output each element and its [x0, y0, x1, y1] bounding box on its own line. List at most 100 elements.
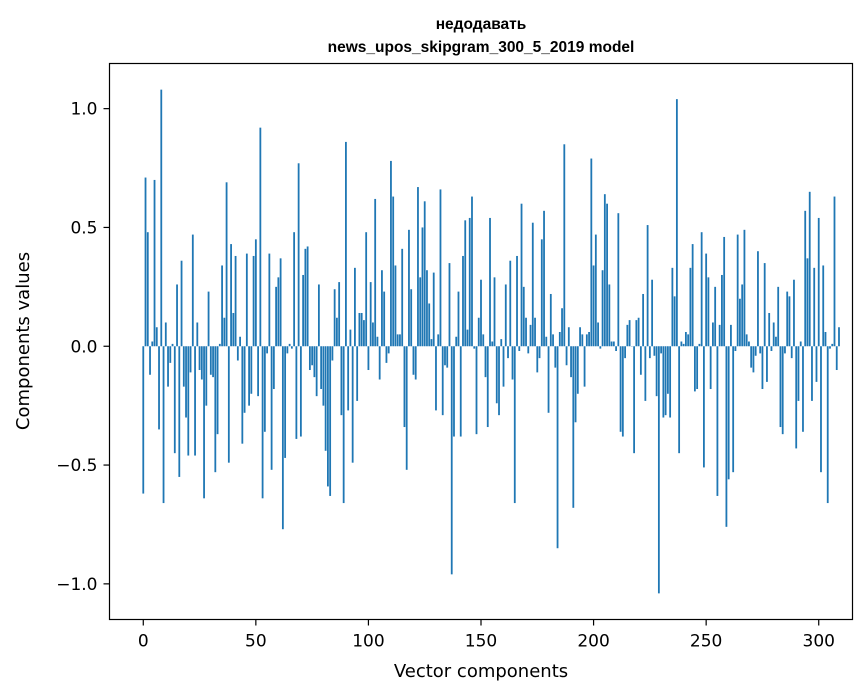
bar-component-211	[617, 213, 620, 347]
bar-component-220	[637, 317, 640, 347]
y-axis-ticks: −1.0 −0.5 0.0 0.5 1.0	[56, 100, 110, 595]
bar-component-268	[745, 334, 748, 347]
bar-component-250	[705, 253, 708, 347]
bar-component-294	[804, 210, 807, 347]
bar-component-173	[531, 222, 534, 347]
bar-component-291	[797, 346, 800, 401]
bar-component-116	[403, 346, 406, 428]
bar-component-261	[730, 324, 732, 347]
y-tick-label: −0.5	[56, 456, 97, 476]
x-tick-label: 250	[690, 632, 722, 652]
bar-component-133	[441, 346, 444, 416]
bar-component-128	[430, 339, 433, 347]
bar-component-88	[340, 346, 343, 416]
bar-component-60	[277, 277, 280, 347]
bar-component-189	[567, 327, 570, 347]
bar-component-114	[399, 334, 401, 347]
bar-component-290	[795, 346, 798, 449]
y-axis-label: Components values	[13, 252, 34, 430]
bar-component-48	[250, 346, 253, 394]
bar-component-144	[466, 329, 469, 347]
bar-component-37	[225, 182, 228, 347]
x-tick-label: 100	[352, 632, 384, 652]
bar-component-243	[689, 267, 692, 347]
bar-component-213	[621, 346, 624, 437]
bar-component-16	[178, 346, 181, 477]
bar-component-136	[448, 263, 451, 347]
bar-component-223	[644, 346, 647, 401]
bar-component-266	[741, 284, 744, 347]
bar-component-89	[342, 346, 345, 504]
bar-component-46	[245, 253, 248, 347]
bar-component-100	[367, 346, 370, 371]
bar-component-203	[599, 346, 602, 349]
chart-title-line-1: недодавать	[436, 16, 527, 33]
bar-component-8	[160, 89, 163, 347]
bar-component-97	[360, 312, 363, 347]
bar-component-63	[284, 346, 287, 458]
bar-component-138	[453, 346, 455, 437]
bar-component-68	[295, 346, 298, 439]
bar-component-67	[293, 232, 296, 347]
bar-component-232	[664, 346, 667, 416]
bar-component-64	[286, 346, 289, 354]
bar-component-248	[700, 232, 703, 347]
bar-component-142	[462, 255, 464, 347]
bar-component-225	[648, 346, 651, 359]
bar-component-175	[536, 346, 539, 373]
bar-component-218	[633, 346, 635, 454]
bar-component-292	[799, 341, 802, 347]
bar-component-174	[534, 317, 536, 347]
bar-component-20	[187, 346, 190, 456]
bar-component-285	[784, 346, 786, 354]
bar-component-75	[311, 346, 314, 366]
bar-component-209	[612, 341, 615, 347]
bar-component-155	[491, 341, 494, 347]
bar-component-124	[421, 227, 424, 347]
bar-component-254	[714, 286, 717, 347]
bar-component-11	[167, 346, 169, 387]
bar-component-119	[410, 289, 413, 347]
bar-component-270	[750, 346, 753, 368]
bar-component-12	[169, 346, 172, 363]
bar-component-267	[743, 229, 746, 347]
bar-component-255	[716, 346, 719, 496]
bar-component-99	[365, 232, 368, 347]
bar-component-271	[752, 346, 755, 373]
bar-component-130	[435, 346, 437, 411]
bar-component-202	[597, 322, 599, 347]
bar-component-58	[272, 346, 275, 390]
bar-component-178	[543, 210, 545, 347]
bar-component-162	[507, 346, 509, 359]
bar-component-262	[732, 346, 735, 473]
bar-component-131	[437, 334, 440, 347]
bar-component-0	[142, 346, 145, 494]
bar-component-169	[522, 286, 525, 347]
bar-component-1	[144, 177, 147, 347]
bar-component-4	[151, 341, 154, 347]
bar-component-224	[646, 225, 649, 347]
bar-component-160	[502, 346, 505, 387]
bar-component-112	[394, 265, 397, 347]
bar-component-135	[446, 346, 449, 368]
bar-component-111	[392, 196, 395, 347]
bar-component-71	[302, 274, 305, 347]
bar-component-227	[653, 346, 656, 356]
bar-component-22	[191, 234, 194, 347]
bar-component-79	[320, 346, 323, 390]
bar-component-206	[606, 203, 608, 347]
bar-component-297	[811, 346, 813, 401]
bar-component-21	[189, 346, 192, 373]
bar-component-305	[829, 346, 831, 349]
x-tick-label: 50	[245, 632, 267, 652]
bar-component-246	[696, 346, 699, 390]
bar-component-118	[408, 229, 410, 347]
bar-component-40	[232, 312, 235, 347]
bar-component-123	[419, 277, 422, 347]
bar-component-156	[493, 277, 496, 347]
bar-component-150	[480, 279, 482, 347]
bar-component-273	[757, 251, 759, 347]
bar-component-26	[200, 346, 203, 380]
